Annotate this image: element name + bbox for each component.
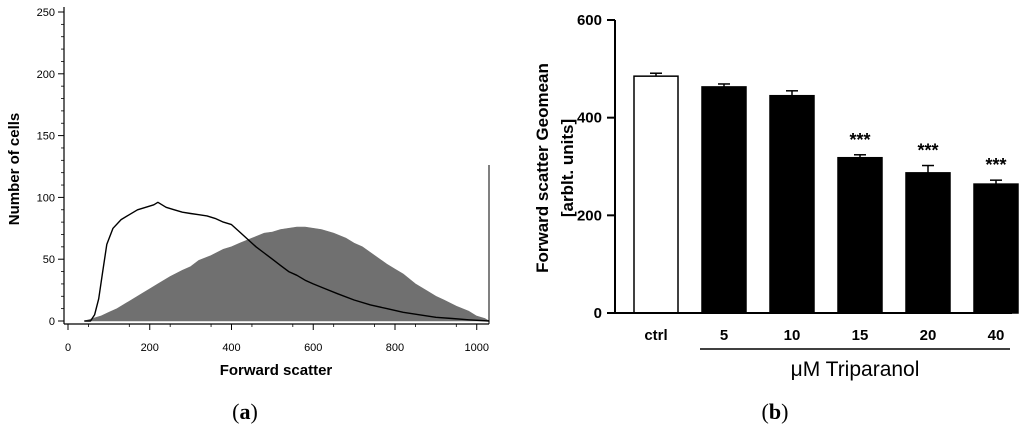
bar-x-tick-label: 10 bbox=[784, 327, 801, 344]
histogram-y-tick-label: 150 bbox=[37, 131, 55, 143]
bar-y-axis-label-line2: [arblt. units] bbox=[558, 119, 577, 217]
bar-y-tick-label: 600 bbox=[577, 12, 602, 29]
bar-y-tick-label: 200 bbox=[577, 207, 602, 224]
significance-label: *** bbox=[917, 141, 938, 161]
panel-a-letter: a bbox=[240, 399, 251, 424]
histogram-series-layer bbox=[84, 201, 491, 322]
bar-ctrl bbox=[633, 75, 679, 314]
bar-20 bbox=[905, 172, 951, 314]
bar-x-tick-label: 20 bbox=[920, 327, 937, 344]
bar-y-axis-label-line1: Forward scatter Geomean bbox=[533, 63, 552, 273]
bar-x-tick-label: 40 bbox=[988, 327, 1005, 344]
significance-label: *** bbox=[849, 130, 870, 150]
histogram-y-tick-label: 0 bbox=[49, 316, 55, 328]
panel-a-open-paren: ( bbox=[232, 399, 239, 424]
histogram-x-axis-label: Forward scatter bbox=[220, 362, 333, 379]
panel-b-letter: b bbox=[769, 399, 781, 424]
panel-a-close-paren: ) bbox=[251, 399, 258, 424]
significance-label: *** bbox=[985, 155, 1006, 175]
panel-b-close-paren: ) bbox=[781, 399, 788, 424]
histogram-x-tick-label: 0 bbox=[65, 342, 71, 354]
bar-x-tick-label: 5 bbox=[720, 327, 728, 344]
histogram-series-1-line bbox=[84, 201, 490, 322]
histogram-x-tick-label: 600 bbox=[304, 342, 322, 354]
bar-y-tick-label: 400 bbox=[577, 110, 602, 127]
histogram-y-tick-label: 200 bbox=[37, 69, 55, 81]
histogram-y-axis-label: Number of cells bbox=[6, 113, 23, 226]
histogram-series-0-area bbox=[84, 226, 491, 322]
bar-x-tick-label: 15 bbox=[852, 327, 869, 344]
histogram-ticks: 0 50 100 150 200 250 0 200 400 600 800 1000 bbox=[37, 7, 489, 354]
bar-y-tick-label: 0 bbox=[594, 305, 602, 322]
histogram-x-tick-label: 800 bbox=[386, 342, 404, 354]
histogram-panel: 0 50 100 150 200 250 0 200 400 600 800 1000 Forward… bbox=[6, 7, 491, 424]
bar-5 bbox=[701, 86, 747, 314]
bar-x-tick-label: ctrl bbox=[644, 327, 667, 344]
bar-marks-layer: *** *** *** bbox=[633, 72, 1019, 314]
histogram-y-tick-label: 100 bbox=[37, 192, 55, 204]
bar-40 bbox=[973, 183, 1019, 314]
histogram-x-tick-label: 1000 bbox=[464, 342, 488, 354]
panel-a-label: (a) bbox=[232, 399, 258, 424]
bar-10 bbox=[769, 94, 815, 314]
histogram-x-tick-label: 400 bbox=[222, 342, 240, 354]
histogram-y-tick-label: 250 bbox=[37, 7, 55, 19]
group-label: μM Triparanol bbox=[791, 358, 920, 381]
panel-b-label: (b) bbox=[762, 399, 789, 424]
panel-b-open-paren: ( bbox=[762, 399, 769, 424]
bar-15 bbox=[837, 156, 883, 314]
histogram-x-tick-label: 200 bbox=[141, 342, 159, 354]
histogram-y-tick-label: 50 bbox=[43, 254, 55, 266]
